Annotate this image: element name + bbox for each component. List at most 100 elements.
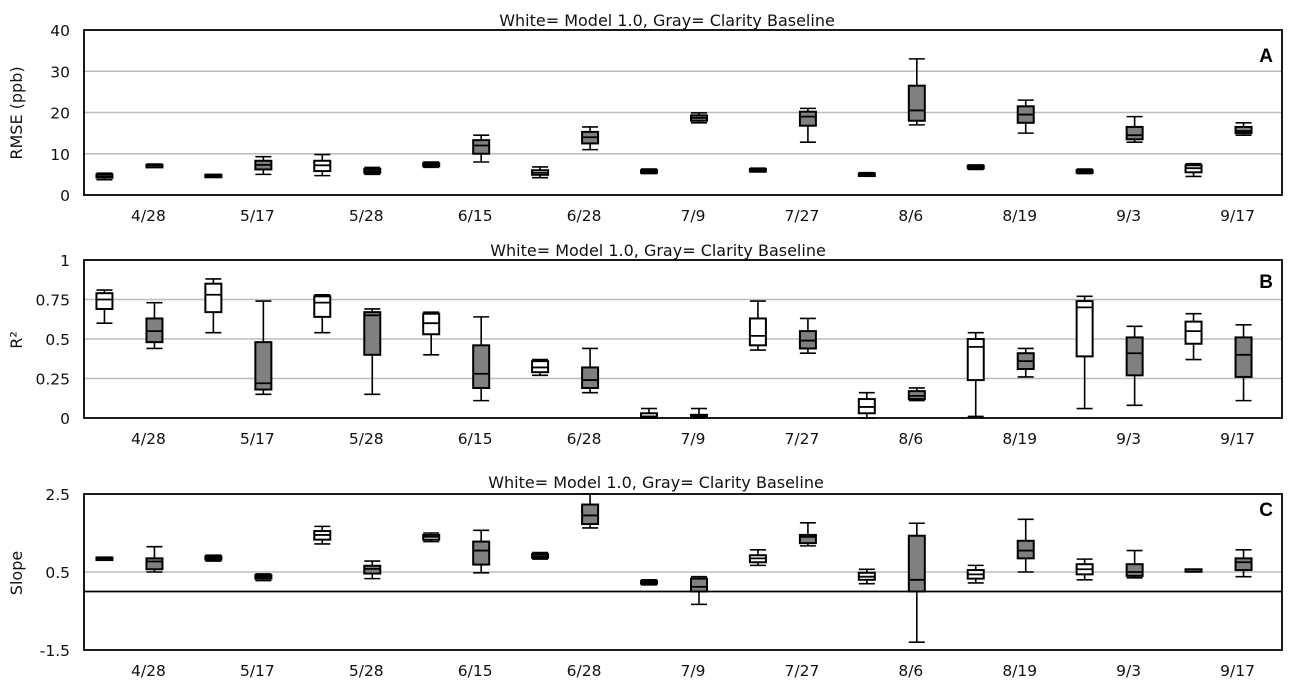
x-tick-label: 8/19 — [1002, 430, 1037, 448]
x-tick-label: 5/28 — [349, 662, 384, 680]
model-box — [1186, 164, 1202, 177]
x-tick-label: 9/17 — [1220, 207, 1255, 225]
model-box — [314, 295, 330, 333]
panel-b: White= Model 1.0, Gray= Clarity Baseline… — [7, 241, 1282, 448]
baseline-box — [364, 309, 380, 394]
model-box — [532, 553, 548, 560]
baseline-box — [909, 59, 925, 125]
baseline-box — [800, 523, 816, 546]
box-iqr — [1077, 301, 1093, 356]
baseline-box — [255, 157, 271, 175]
y-tick-label: 0.75 — [35, 292, 70, 310]
baseline-box — [1018, 348, 1034, 376]
baseline-box — [582, 494, 598, 528]
x-tick-label: 6/15 — [458, 430, 493, 448]
baseline-box — [800, 108, 816, 142]
x-tick-label: 7/9 — [681, 207, 706, 225]
box-iqr — [1236, 127, 1252, 133]
panel-a-y-axis-label: RMSE (ppb) — [7, 66, 26, 159]
model-box — [968, 165, 984, 170]
box-iqr — [146, 558, 162, 569]
box-iqr — [1236, 337, 1252, 377]
model-box — [1077, 559, 1093, 580]
box-iqr — [314, 296, 330, 317]
x-tick-label: 4/28 — [131, 430, 166, 448]
panel-b-label: B — [1259, 272, 1273, 293]
model-box — [205, 555, 221, 561]
model-box — [968, 565, 984, 583]
x-tick-label: 6/15 — [458, 662, 493, 680]
box-iqr — [1127, 337, 1143, 375]
box-iqr — [205, 284, 221, 312]
baseline-box — [909, 388, 925, 401]
y-tick-label: 0.5 — [45, 331, 70, 349]
x-tick-label: 4/28 — [131, 207, 166, 225]
model-box — [968, 333, 984, 417]
model-box — [859, 173, 875, 176]
model-box — [1186, 569, 1202, 572]
baseline-box — [473, 317, 489, 401]
model-box — [423, 162, 439, 167]
baseline-box — [1236, 123, 1252, 135]
baseline-box — [255, 574, 271, 581]
model-box — [750, 168, 766, 172]
baseline-box — [691, 409, 707, 418]
baseline-box — [1127, 551, 1143, 578]
y-tick-label: 0.5 — [45, 564, 70, 582]
box-iqr — [1236, 558, 1252, 570]
x-tick-label: 9/3 — [1116, 207, 1141, 225]
model-box — [641, 169, 657, 174]
x-tick-label: 7/9 — [681, 662, 706, 680]
model-box — [641, 409, 657, 418]
x-tick-label: 7/27 — [785, 207, 820, 225]
x-tick-label: 7/27 — [785, 430, 820, 448]
model-box — [205, 174, 221, 177]
box-iqr — [582, 505, 598, 525]
box-iqr — [909, 536, 925, 592]
panel-a-label: A — [1259, 46, 1273, 67]
x-tick-label: 9/17 — [1220, 430, 1255, 448]
model-box — [423, 312, 439, 355]
x-tick-label: 6/15 — [458, 207, 493, 225]
model-box — [532, 360, 548, 376]
x-tick-label: 6/28 — [567, 207, 602, 225]
x-tick-label: 9/3 — [1116, 662, 1141, 680]
x-tick-label: 5/28 — [349, 430, 384, 448]
model-box — [532, 167, 548, 178]
baseline-box — [255, 301, 271, 394]
model-box — [859, 393, 875, 418]
box-iqr — [909, 86, 925, 121]
model-box — [1077, 169, 1093, 174]
baseline-box — [146, 303, 162, 349]
box-iqr — [1127, 127, 1143, 139]
x-tick-label: 8/6 — [898, 207, 923, 225]
panel-a-title: White= Model 1.0, Gray= Clarity Baseline — [499, 11, 835, 30]
model-box — [641, 580, 657, 585]
model-box — [750, 301, 766, 350]
x-tick-label: 9/17 — [1220, 662, 1255, 680]
x-tick-label: 9/3 — [1116, 430, 1141, 448]
baseline-box — [1236, 325, 1252, 401]
x-tick-label: 5/17 — [240, 662, 275, 680]
baseline-box — [691, 577, 707, 605]
baseline-box — [364, 561, 380, 579]
model-box — [205, 279, 221, 333]
y-tick-label: 1 — [60, 252, 70, 270]
y-tick-label: 0 — [60, 410, 70, 428]
panel-c-label: C — [1259, 500, 1273, 521]
model-box — [314, 526, 330, 544]
baseline-box — [1127, 117, 1143, 143]
model-box — [1077, 296, 1093, 408]
x-tick-label: 4/28 — [131, 662, 166, 680]
panel-c-y-axis-label: Slope — [7, 551, 26, 595]
y-tick-label: 0 — [60, 187, 70, 205]
model-box — [750, 550, 766, 566]
baseline-box — [146, 547, 162, 572]
box-iqr — [800, 112, 816, 126]
box-iqr — [582, 367, 598, 388]
y-tick-label: -1.5 — [40, 642, 70, 660]
model-box — [96, 290, 112, 323]
y-tick-label: 2.5 — [45, 486, 70, 504]
model-box — [423, 533, 439, 542]
x-tick-label: 6/28 — [567, 430, 602, 448]
